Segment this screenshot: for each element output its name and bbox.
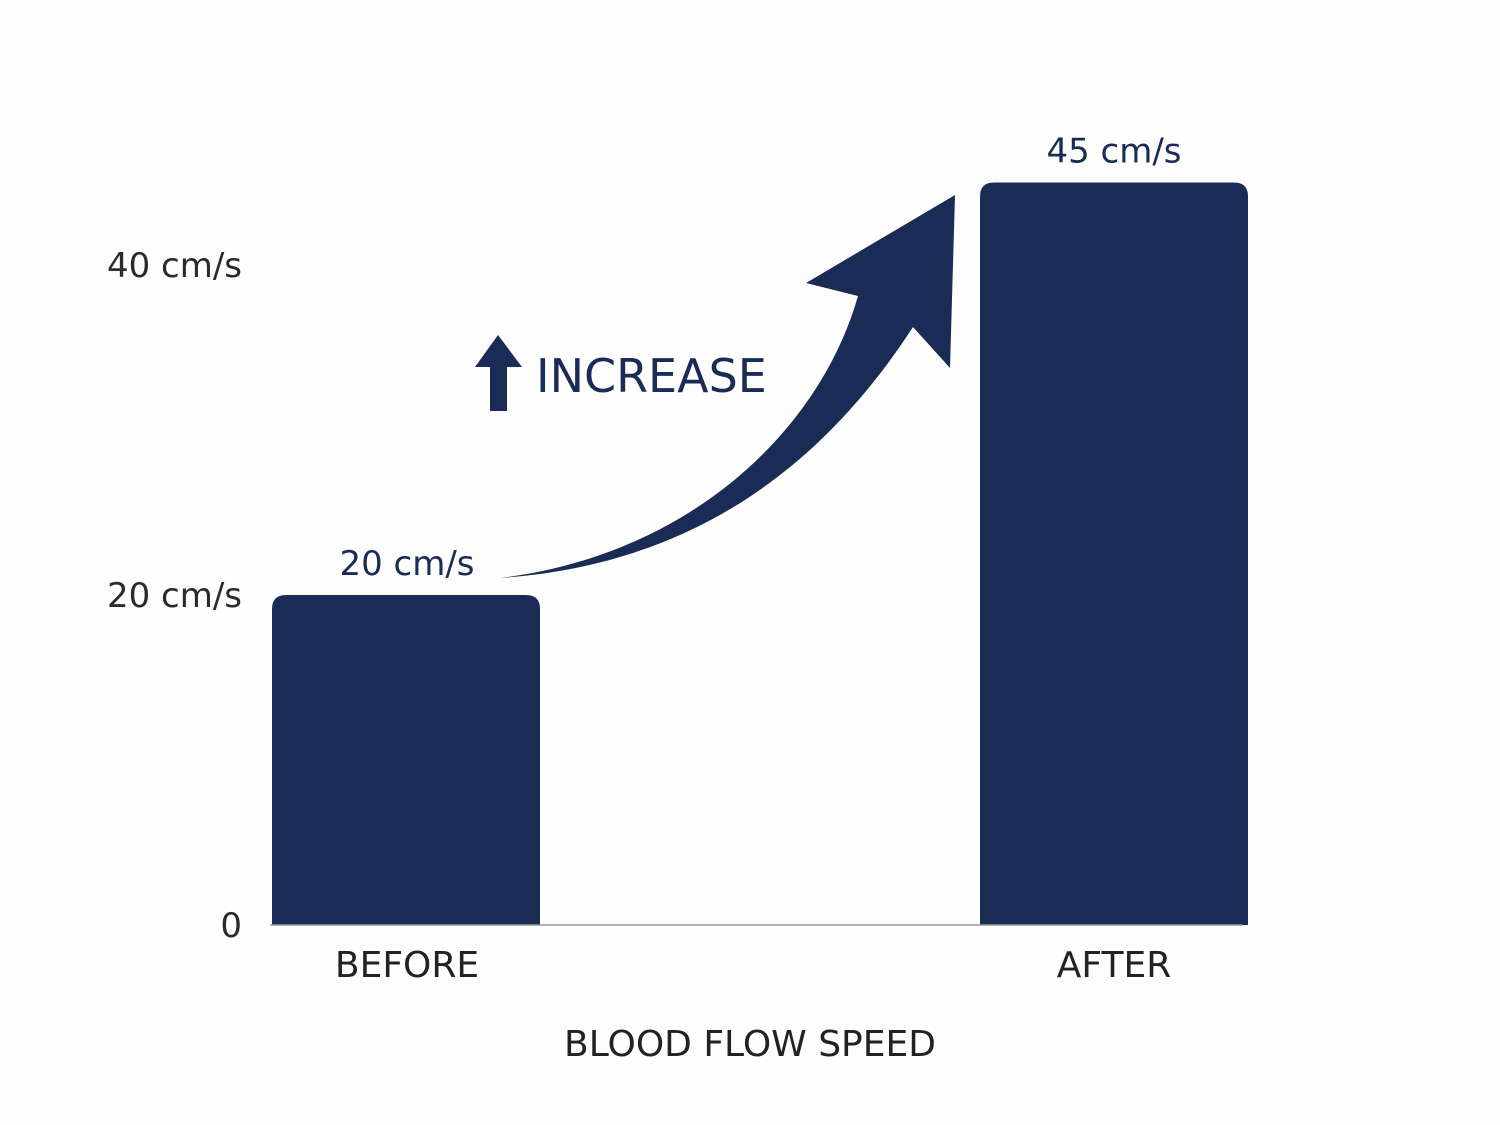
up-arrow-icon bbox=[475, 335, 522, 411]
x-axis-label: BLOOD FLOW SPEED bbox=[564, 1024, 936, 1065]
x-axis-categories: BEFORE AFTER bbox=[335, 945, 1171, 986]
data-label-after: 45 cm/s bbox=[1046, 132, 1181, 172]
y-tick-label: 0 bbox=[220, 906, 242, 946]
curved-arrow-icon bbox=[500, 195, 955, 578]
bars-layer bbox=[272, 182, 1248, 925]
data-label-before: 20 cm/s bbox=[339, 544, 474, 584]
trend-arrow-layer bbox=[500, 195, 955, 578]
bar-after bbox=[980, 182, 1248, 925]
y-tick-label: 40 cm/s bbox=[107, 246, 242, 286]
y-tick-label: 20 cm/s bbox=[107, 576, 242, 616]
y-axis-ticks: 0 20 cm/s 40 cm/s bbox=[107, 246, 242, 946]
annotation-group: INCREASE bbox=[475, 335, 767, 411]
category-label-after: AFTER bbox=[1057, 945, 1171, 986]
data-labels-layer: 20 cm/s 45 cm/s bbox=[339, 132, 1181, 585]
category-label-before: BEFORE bbox=[335, 945, 479, 986]
bar-before bbox=[272, 595, 540, 925]
annotation-text: INCREASE bbox=[536, 349, 767, 403]
